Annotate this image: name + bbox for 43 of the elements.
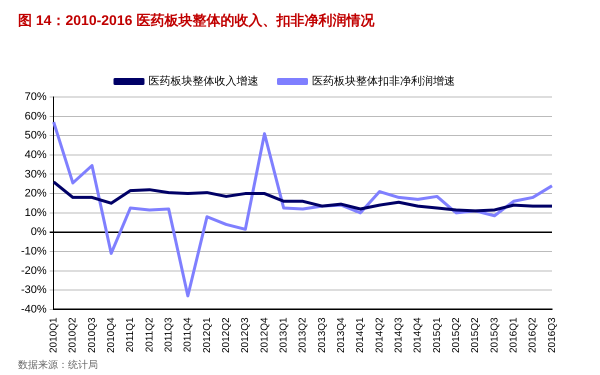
x-tick-label: 2010Q1 [48,316,60,354]
x-tick-label: 2015Q2 [470,316,482,354]
y-tick-label: 70% [24,91,47,104]
x-tick-label: 2014Q2 [374,316,386,354]
source-note: 数据来源：统计局 [17,358,99,372]
chart-title: 图 14：2010-2016 医药板块整体的收入、扣非净利润情况 [17,11,376,30]
x-tick-label: 2016Q2 [528,316,539,354]
x-tick-label: 2010Q3 [86,316,98,354]
x-tick-label: 2011Q4 [182,316,194,352]
y-tick-label: 40% [24,148,47,161]
x-tick-label: 2012Q3 [240,316,252,354]
y-tick-label: 60% [24,110,47,122]
x-tick-label: 2012Q1 [202,316,213,354]
legend-label: 医药板块整体收入增速 [148,74,258,88]
x-tick-label: 2011Q3 [163,316,174,352]
x-tick-label: 2013Q1 [278,316,290,354]
y-tick-label: 50% [24,130,47,142]
x-tick-label: 2010Q2 [68,316,79,354]
y-tick-label: 30% [24,168,47,180]
y-tick-label: -10% [20,246,47,258]
x-tick-label: 2013Q4 [336,316,347,354]
x-tick-label: 2014Q4 [412,316,424,354]
x-tick-label: 2015Q2 [450,316,462,354]
x-tick-label: 2013Q2 [298,316,309,354]
x-tick-label: 2014Q1 [355,316,366,354]
x-tick-label: 2015Q3 [489,316,500,354]
y-tick-label: -40% [20,303,47,316]
y-tick-label: 10% [24,206,47,219]
x-tick-label: 2012Q2 [220,316,232,354]
x-tick-label: 2012Q4 [259,316,270,354]
x-tick-label: 2011Q2 [144,316,156,352]
x-tick-label: 2016Q3 [546,316,558,354]
x-tick-label: 2013Q3 [316,316,328,354]
y-tick-label: 20% [24,188,47,200]
y-tick-label: -30% [20,284,47,296]
x-tick-label: 2016Q1 [508,316,520,354]
x-tick-label: 2011Q1 [125,316,136,352]
y-tick-label: -20% [20,264,47,277]
legend-label: 医药板块整体扣非净利润增速 [312,74,455,88]
x-tick-label: 2010Q4 [106,316,117,354]
x-tick-label: 2014Q3 [393,316,404,354]
y-tick-label: 0% [30,226,47,238]
x-tick-label: 2015Q1 [432,316,443,354]
